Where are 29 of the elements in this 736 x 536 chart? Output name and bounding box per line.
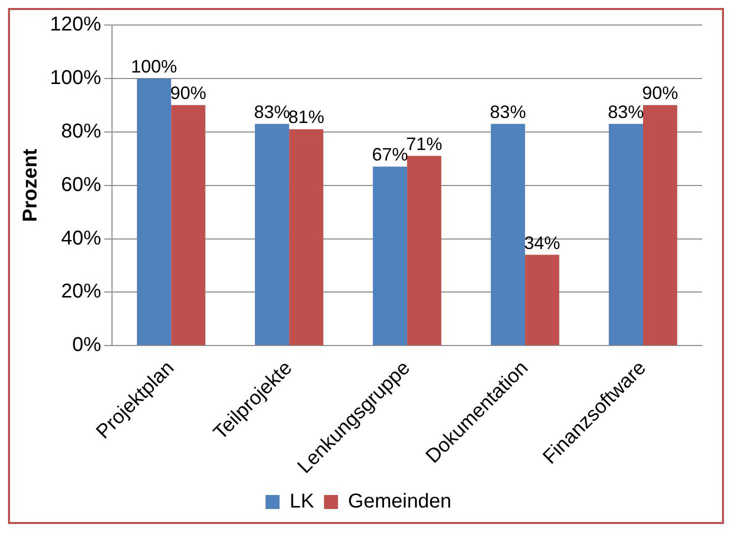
bar (254, 124, 290, 346)
y-tick-label: 60% (61, 174, 102, 196)
y-tick-label: 40% (61, 227, 102, 250)
data-label: 71% (406, 134, 442, 154)
y-tick-label: 20% (61, 280, 102, 303)
bar (490, 124, 526, 346)
y-tick-label: 0% (72, 334, 102, 356)
y-tick-label: 120% (50, 14, 102, 36)
legend-label: Gemeinden (348, 490, 452, 513)
legend-label: LK (290, 490, 315, 513)
bar (525, 254, 560, 346)
data-label: 83% (490, 102, 526, 122)
data-label: 67% (372, 144, 408, 165)
data-label: 83% (254, 102, 290, 122)
y-tick-label: 80% (61, 120, 102, 142)
bar (372, 166, 408, 346)
bar (643, 105, 678, 346)
data-label: 81% (288, 107, 324, 128)
bar (407, 156, 442, 346)
data-label: 100% (131, 56, 178, 76)
bar (289, 129, 324, 346)
y-tick-label: 100% (50, 66, 102, 89)
bar (171, 105, 206, 346)
y-axis-title: Prozent (20, 148, 42, 222)
data-label: 90% (642, 83, 678, 104)
bar (136, 78, 172, 346)
data-label: 34% (524, 232, 560, 253)
data-label: 90% (170, 83, 206, 104)
bar (608, 124, 644, 346)
